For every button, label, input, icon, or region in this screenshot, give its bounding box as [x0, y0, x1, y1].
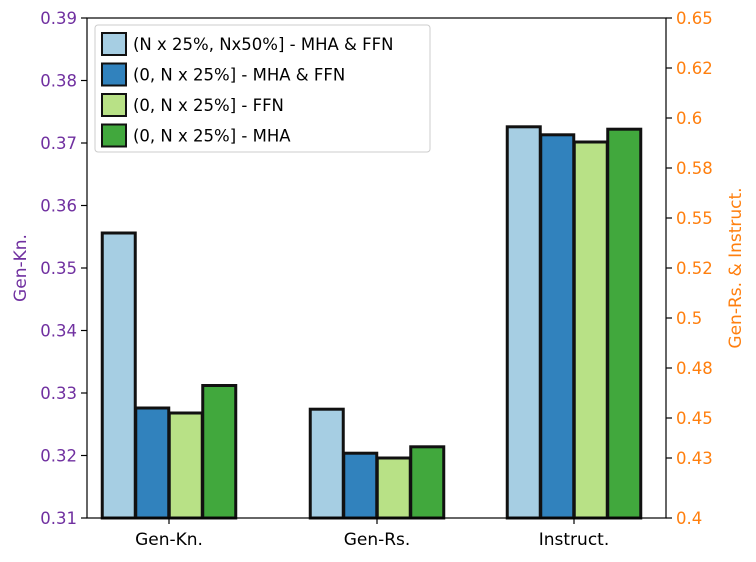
left-tick-label: 0.33	[40, 384, 77, 403]
left-tick-label: 0.39	[40, 9, 77, 28]
legend-swatch	[101, 32, 127, 56]
bar	[505, 125, 542, 520]
legend-swatch	[101, 93, 127, 117]
legend-frame	[94, 24, 431, 153]
bar	[539, 133, 576, 520]
bar	[342, 451, 379, 520]
legend-label: (0, N x 25%] - FFN	[133, 96, 284, 115]
left-tick-label: 0.34	[40, 322, 77, 341]
bar	[606, 127, 643, 520]
left-tick-label: 0.38	[40, 72, 77, 91]
x-axis-ticks: Gen-Kn. Gen-Rs. Instruct.	[135, 518, 609, 550]
right-tick-label: 0.55	[676, 209, 713, 228]
x-tick-label: Gen-Rs.	[344, 530, 411, 550]
x-tick-label: Instruct.	[539, 530, 610, 550]
right-tick-label: 0.43	[676, 449, 713, 468]
legend-swatch	[101, 123, 127, 148]
bar	[100, 231, 137, 520]
right-tick-label: 0.65	[676, 9, 713, 28]
right-axis-ticks: 0.4 0.43 0.45 0.48 0.5 0.52 0.55 0.58 0.6 0.62 0.6…	[666, 9, 713, 528]
right-axis-title: Gen-Rs. & Instruct.	[726, 187, 746, 348]
right-tick-label: 0.4	[676, 509, 702, 528]
legend-label: (N x 25%, Nx50%] - MHA & FFN	[133, 35, 393, 54]
legend-label: (0, N x 25%] - MHA	[133, 127, 291, 146]
right-tick-label: 0.62	[676, 59, 713, 78]
right-tick-label: 0.48	[676, 359, 713, 378]
bar	[167, 411, 204, 520]
legend-swatch	[101, 62, 127, 87]
left-tick-label: 0.37	[40, 134, 77, 153]
bar	[375, 456, 412, 520]
left-tick-label: 0.32	[40, 447, 77, 466]
legend-label: (0, N x 25%] - MHA & FFN	[133, 66, 345, 85]
bar	[308, 407, 345, 520]
bar	[409, 445, 446, 520]
left-axis-title: Gen-Kn.	[11, 234, 31, 302]
legend: (N x 25%, Nx50%] - MHA & FFN (0, N x 25%]…	[94, 24, 431, 153]
left-tick-label: 0.36	[40, 197, 77, 216]
bar	[572, 140, 609, 520]
bar	[134, 406, 171, 520]
right-tick-label: 0.45	[676, 409, 713, 428]
bars	[100, 125, 643, 520]
x-tick-label: Gen-Kn.	[135, 530, 203, 550]
right-tick-label: 0.5	[676, 309, 702, 328]
right-tick-label: 0.58	[676, 159, 713, 178]
right-tick-label: 0.6	[676, 109, 702, 128]
right-tick-label: 0.52	[676, 259, 713, 278]
left-tick-label: 0.31	[40, 509, 77, 528]
left-tick-label: 0.35	[40, 259, 77, 278]
bar	[201, 384, 238, 520]
left-axis-ticks: 0.31 0.32 0.33 0.34 0.35 0.36 0.37 0.38 0.39	[40, 9, 87, 528]
